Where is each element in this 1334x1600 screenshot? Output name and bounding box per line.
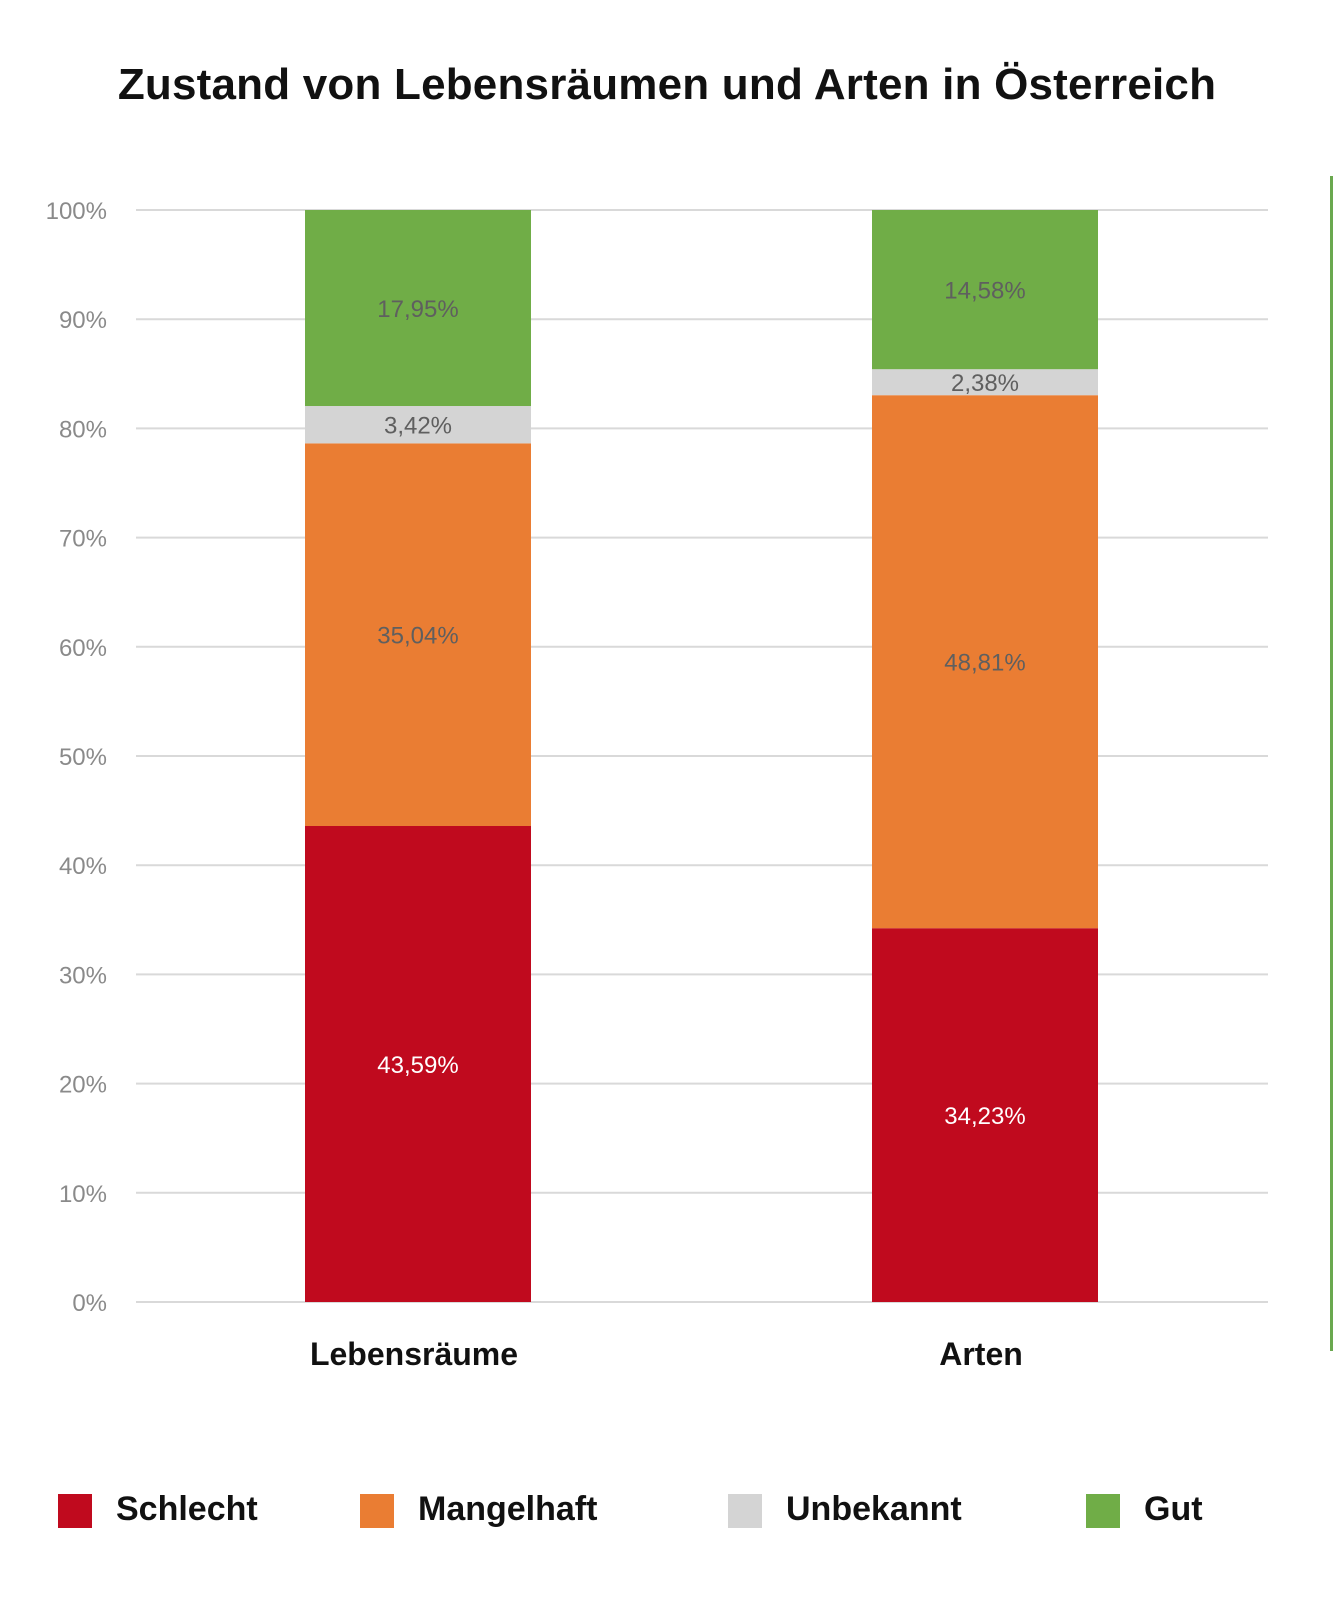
bar-segment-gut <box>305 210 531 407</box>
bar-segment-schlecht <box>872 928 1098 1302</box>
legend-label-gut: Gut <box>1144 1490 1203 1528</box>
data-label-unbekannt: 3,42% <box>384 413 452 440</box>
legend-label-mangelhaft: Mangelhaft <box>418 1490 598 1528</box>
y-tick-label: 60% <box>59 635 107 662</box>
y-tick-label: 40% <box>59 853 107 880</box>
y-axis-ticks: 0% 10% 20% 30% 40% 50% 60% 70% 80% 90% 100% <box>46 198 107 1317</box>
x-axis-categories: Lebensräume Arten <box>310 1336 1023 1372</box>
y-tick-label: 70% <box>59 526 107 553</box>
chart-title: Zustand von Lebensräumen und Arten in Ös… <box>117 60 1217 109</box>
y-tick-label: 20% <box>59 1072 107 1099</box>
bar-segment-gut <box>872 210 1098 370</box>
legend-swatch-unbekannt <box>728 1494 762 1528</box>
bar-segment-unbekannt <box>872 369 1098 396</box>
x-category-label: Arten <box>939 1336 1023 1372</box>
legend-swatch-mangelhaft <box>360 1494 394 1528</box>
bar-segment-mangelhaft <box>305 443 531 826</box>
y-tick-label: 10% <box>59 1181 107 1208</box>
bars: 43,59% 35,04% 3,42% 17,95% 34,23% 48,81% 2,38%… <box>305 210 1098 1302</box>
legend: Schlecht Mangelhaft Unbekannt Gut <box>0 1488 1334 1548</box>
legend-label-schlecht: Schlecht <box>116 1490 258 1528</box>
x-category-label: Lebensräume <box>310 1336 518 1372</box>
y-tick-label: 90% <box>59 307 107 334</box>
y-tick-label: 80% <box>59 416 107 443</box>
legend-swatch-gut <box>1086 1494 1120 1528</box>
data-label-mangelhaft: 35,04% <box>377 623 458 650</box>
data-label-mangelhaft: 48,81% <box>944 650 1025 677</box>
y-tick-label: 30% <box>59 962 107 989</box>
bar-segment-mangelhaft <box>872 395 1098 929</box>
bar-segment-unbekannt <box>305 406 531 444</box>
data-label-schlecht: 34,23% <box>944 1103 1025 1130</box>
data-label-unbekannt: 2,38% <box>951 370 1019 397</box>
y-tick-label: 0% <box>72 1290 107 1317</box>
y-tick-label: 100% <box>46 198 107 225</box>
y-tick-label: 50% <box>59 744 107 771</box>
bar-segment-schlecht <box>305 825 531 1302</box>
legend-swatch-schlecht <box>58 1494 92 1528</box>
data-label-schlecht: 43,59% <box>377 1052 458 1079</box>
data-label-gut: 17,95% <box>377 296 458 323</box>
legend-label-unbekannt: Unbekannt <box>786 1490 962 1528</box>
data-label-gut: 14,58% <box>944 278 1025 305</box>
right-edge-line <box>1330 176 1333 1351</box>
